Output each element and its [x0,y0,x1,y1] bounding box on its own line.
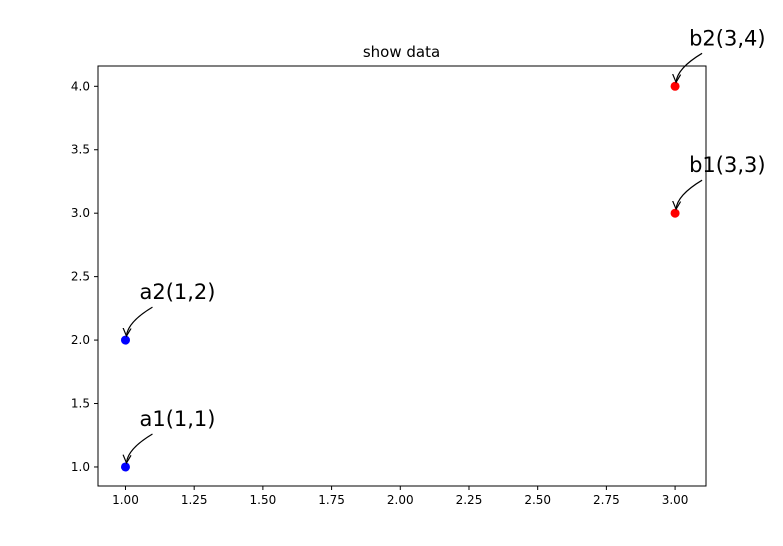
point-annotation-label: a1(1,1) [139,407,215,431]
plot-frame [97,65,707,487]
annotation-arrow [676,179,703,209]
y-tick-label: 3.0 [71,206,90,220]
point-annotation-label: b2(3,4) [689,26,765,50]
data-point [120,462,130,472]
data-point [670,81,680,91]
y-tick-label: 3.5 [71,143,90,157]
data-point [670,208,680,218]
point-annotation-label: b1(3,3) [689,153,765,177]
point-annotation-label: a2(1,2) [139,280,215,304]
x-tick-label: 3.00 [662,493,689,507]
annotation-arrow [126,306,153,336]
y-tick-label: 2.0 [71,333,90,347]
x-tick-label: 2.75 [593,493,620,507]
annotation-arrow [126,433,153,463]
y-tick-label: 2.5 [71,270,90,284]
y-tick-label: 1.5 [71,397,90,411]
y-tick-label: 4.0 [71,79,90,93]
x-tick-label: 2.25 [456,493,483,507]
x-tick-label: 1.50 [250,493,277,507]
x-tick-label: 1.25 [181,493,208,507]
x-tick-label: 2.00 [387,493,414,507]
x-tick-label: 1.00 [112,493,139,507]
annotation-arrow [676,52,703,82]
chart-title: show data [363,43,440,61]
y-tick-label: 1.0 [71,460,90,474]
x-tick-label: 2.50 [524,493,551,507]
x-tick-label: 1.75 [318,493,345,507]
data-point [120,335,130,345]
